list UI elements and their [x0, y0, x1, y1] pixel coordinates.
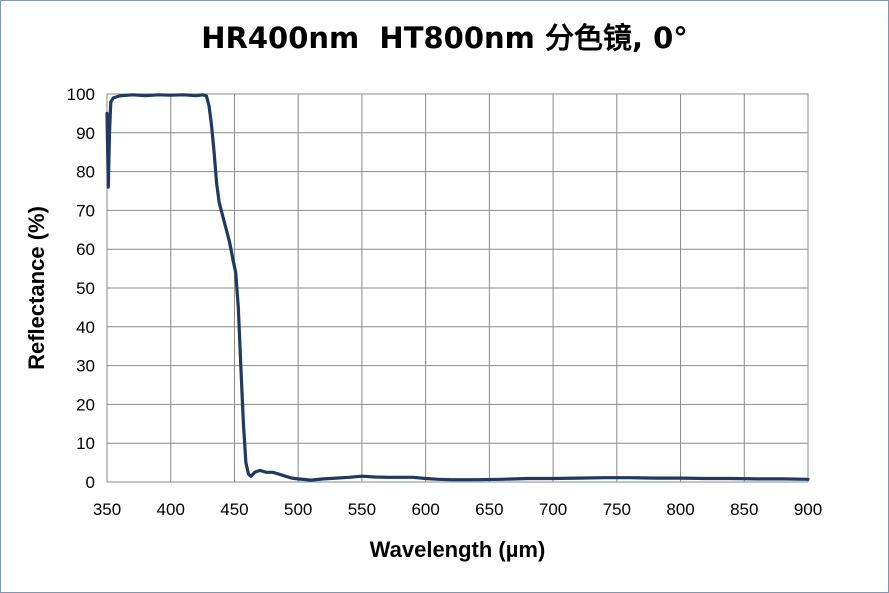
x-tick-label: 750	[603, 500, 631, 519]
x-tick-label: 400	[157, 500, 185, 519]
x-tick-label: 800	[666, 500, 694, 519]
y-axis-label: Reflectance (%)	[24, 206, 49, 370]
y-tick-label: 20	[76, 395, 95, 414]
y-tick-label: 10	[76, 434, 95, 453]
x-axis-label: Wavelength (µm)	[370, 537, 546, 562]
y-tick-label: 100	[67, 85, 95, 104]
y-tick-label: 30	[76, 357, 95, 376]
y-tick-label: 70	[76, 201, 95, 220]
y-tick-label: 40	[76, 318, 95, 337]
plot-area-border	[106, 93, 809, 483]
x-tick-label: 350	[93, 500, 121, 519]
x-tick-label: 550	[348, 500, 376, 519]
reflectance-series-line	[105, 93, 810, 482]
x-tick-label: 900	[794, 500, 822, 519]
y-axis-ticks: 0 10 20 30 40 50 60 70 80 90 100	[67, 85, 95, 492]
x-tick-label: 450	[220, 500, 248, 519]
x-tick-label: 850	[730, 500, 758, 519]
grid	[106, 93, 809, 483]
x-tick-label: 650	[475, 500, 503, 519]
y-tick-label: 60	[76, 240, 95, 259]
series-group	[105, 93, 810, 482]
y-tick-label: 0	[86, 473, 95, 492]
x-tick-label: 600	[411, 500, 439, 519]
y-tick-label: 90	[76, 124, 95, 143]
y-tick-label: 50	[76, 279, 95, 298]
y-tick-label: 80	[76, 163, 95, 182]
x-tick-label: 500	[284, 500, 312, 519]
x-tick-label: 700	[539, 500, 567, 519]
chart-title: HR400nm HT800nm 分色镜, 0°	[201, 21, 688, 55]
plot-border	[106, 93, 809, 483]
x-axis-ticks: 350 400 450 500 550 600 650 700 750 800 850 900	[93, 500, 822, 519]
